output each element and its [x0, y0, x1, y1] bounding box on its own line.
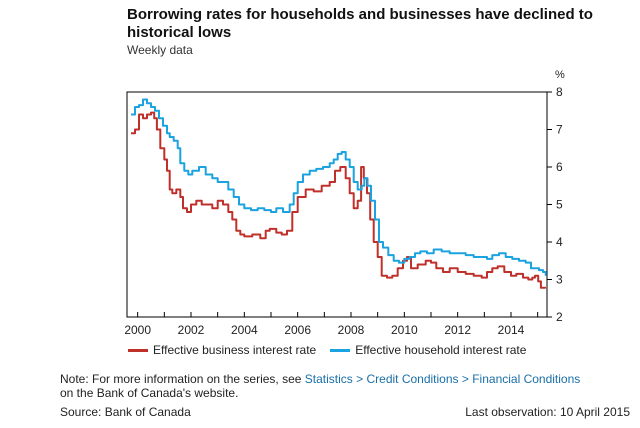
legend-swatch-business	[128, 348, 148, 352]
y-tick-label: 3	[556, 273, 563, 287]
x-tick-label: 2000	[124, 323, 151, 337]
business-rate-line	[131, 111, 547, 289]
household-rate-line	[131, 98, 547, 276]
legend-item-business: Effective business interest rate	[128, 343, 316, 357]
breadcrumb-separator: >	[458, 372, 473, 386]
breadcrumb-separator: >	[352, 372, 367, 386]
financial-conditions-link[interactable]: Financial Conditions	[472, 372, 581, 386]
y-tick-label: 6	[556, 160, 563, 174]
source-text: Source: Bank of Canada	[60, 405, 191, 419]
x-tick-label: 2010	[391, 323, 418, 337]
y-unit-label: %	[555, 69, 565, 81]
y-tick-label: 7	[556, 123, 563, 137]
x-axis: 2000 2002 2004 2006 2008 2010 2012 2014	[124, 312, 539, 337]
x-tick-label: 2008	[338, 323, 365, 337]
footnote: Note: For more information on the series…	[60, 372, 580, 400]
line-chart: 2 3 4 5 6 7 8% 2000 2002 2004 2006 2008 2010 2012 201…	[124, 69, 565, 337]
y-tick-label: 8	[556, 85, 563, 99]
chart-title: Borrowing rates for households and busin…	[127, 6, 593, 41]
y-axis: 2 3 4 5 6 7 8%	[547, 69, 565, 324]
x-tick-label: 2014	[498, 323, 525, 337]
x-tick-label: 2002	[178, 323, 205, 337]
x-tick-label: 2006	[284, 323, 311, 337]
series-layer	[131, 98, 547, 289]
legend-item-household: Effective household interest rate	[330, 343, 526, 357]
x-tick-label: 2004	[231, 323, 258, 337]
note-prefix: Note: For more information on the series…	[60, 372, 305, 386]
credit-conditions-link[interactable]: Credit Conditions	[366, 372, 459, 386]
legend-label-business: Effective business interest rate	[153, 343, 317, 357]
y-tick-label: 5	[556, 198, 563, 212]
y-tick-label: 2	[556, 310, 563, 324]
x-tick-label: 2012	[444, 323, 471, 337]
legend: Effective business interest rate Effecti…	[128, 343, 540, 357]
y-tick-label: 4	[556, 235, 563, 249]
note-suffix: on the Bank of Canada's website.	[60, 386, 239, 400]
legend-swatch-household	[330, 348, 351, 352]
legend-label-household: Effective household interest rate	[355, 343, 527, 357]
statistics-link[interactable]: Statistics	[304, 372, 353, 386]
last-observation: Last observation: 10 April 2015	[465, 405, 630, 419]
chart-subtitle: Weekly data	[127, 43, 193, 57]
